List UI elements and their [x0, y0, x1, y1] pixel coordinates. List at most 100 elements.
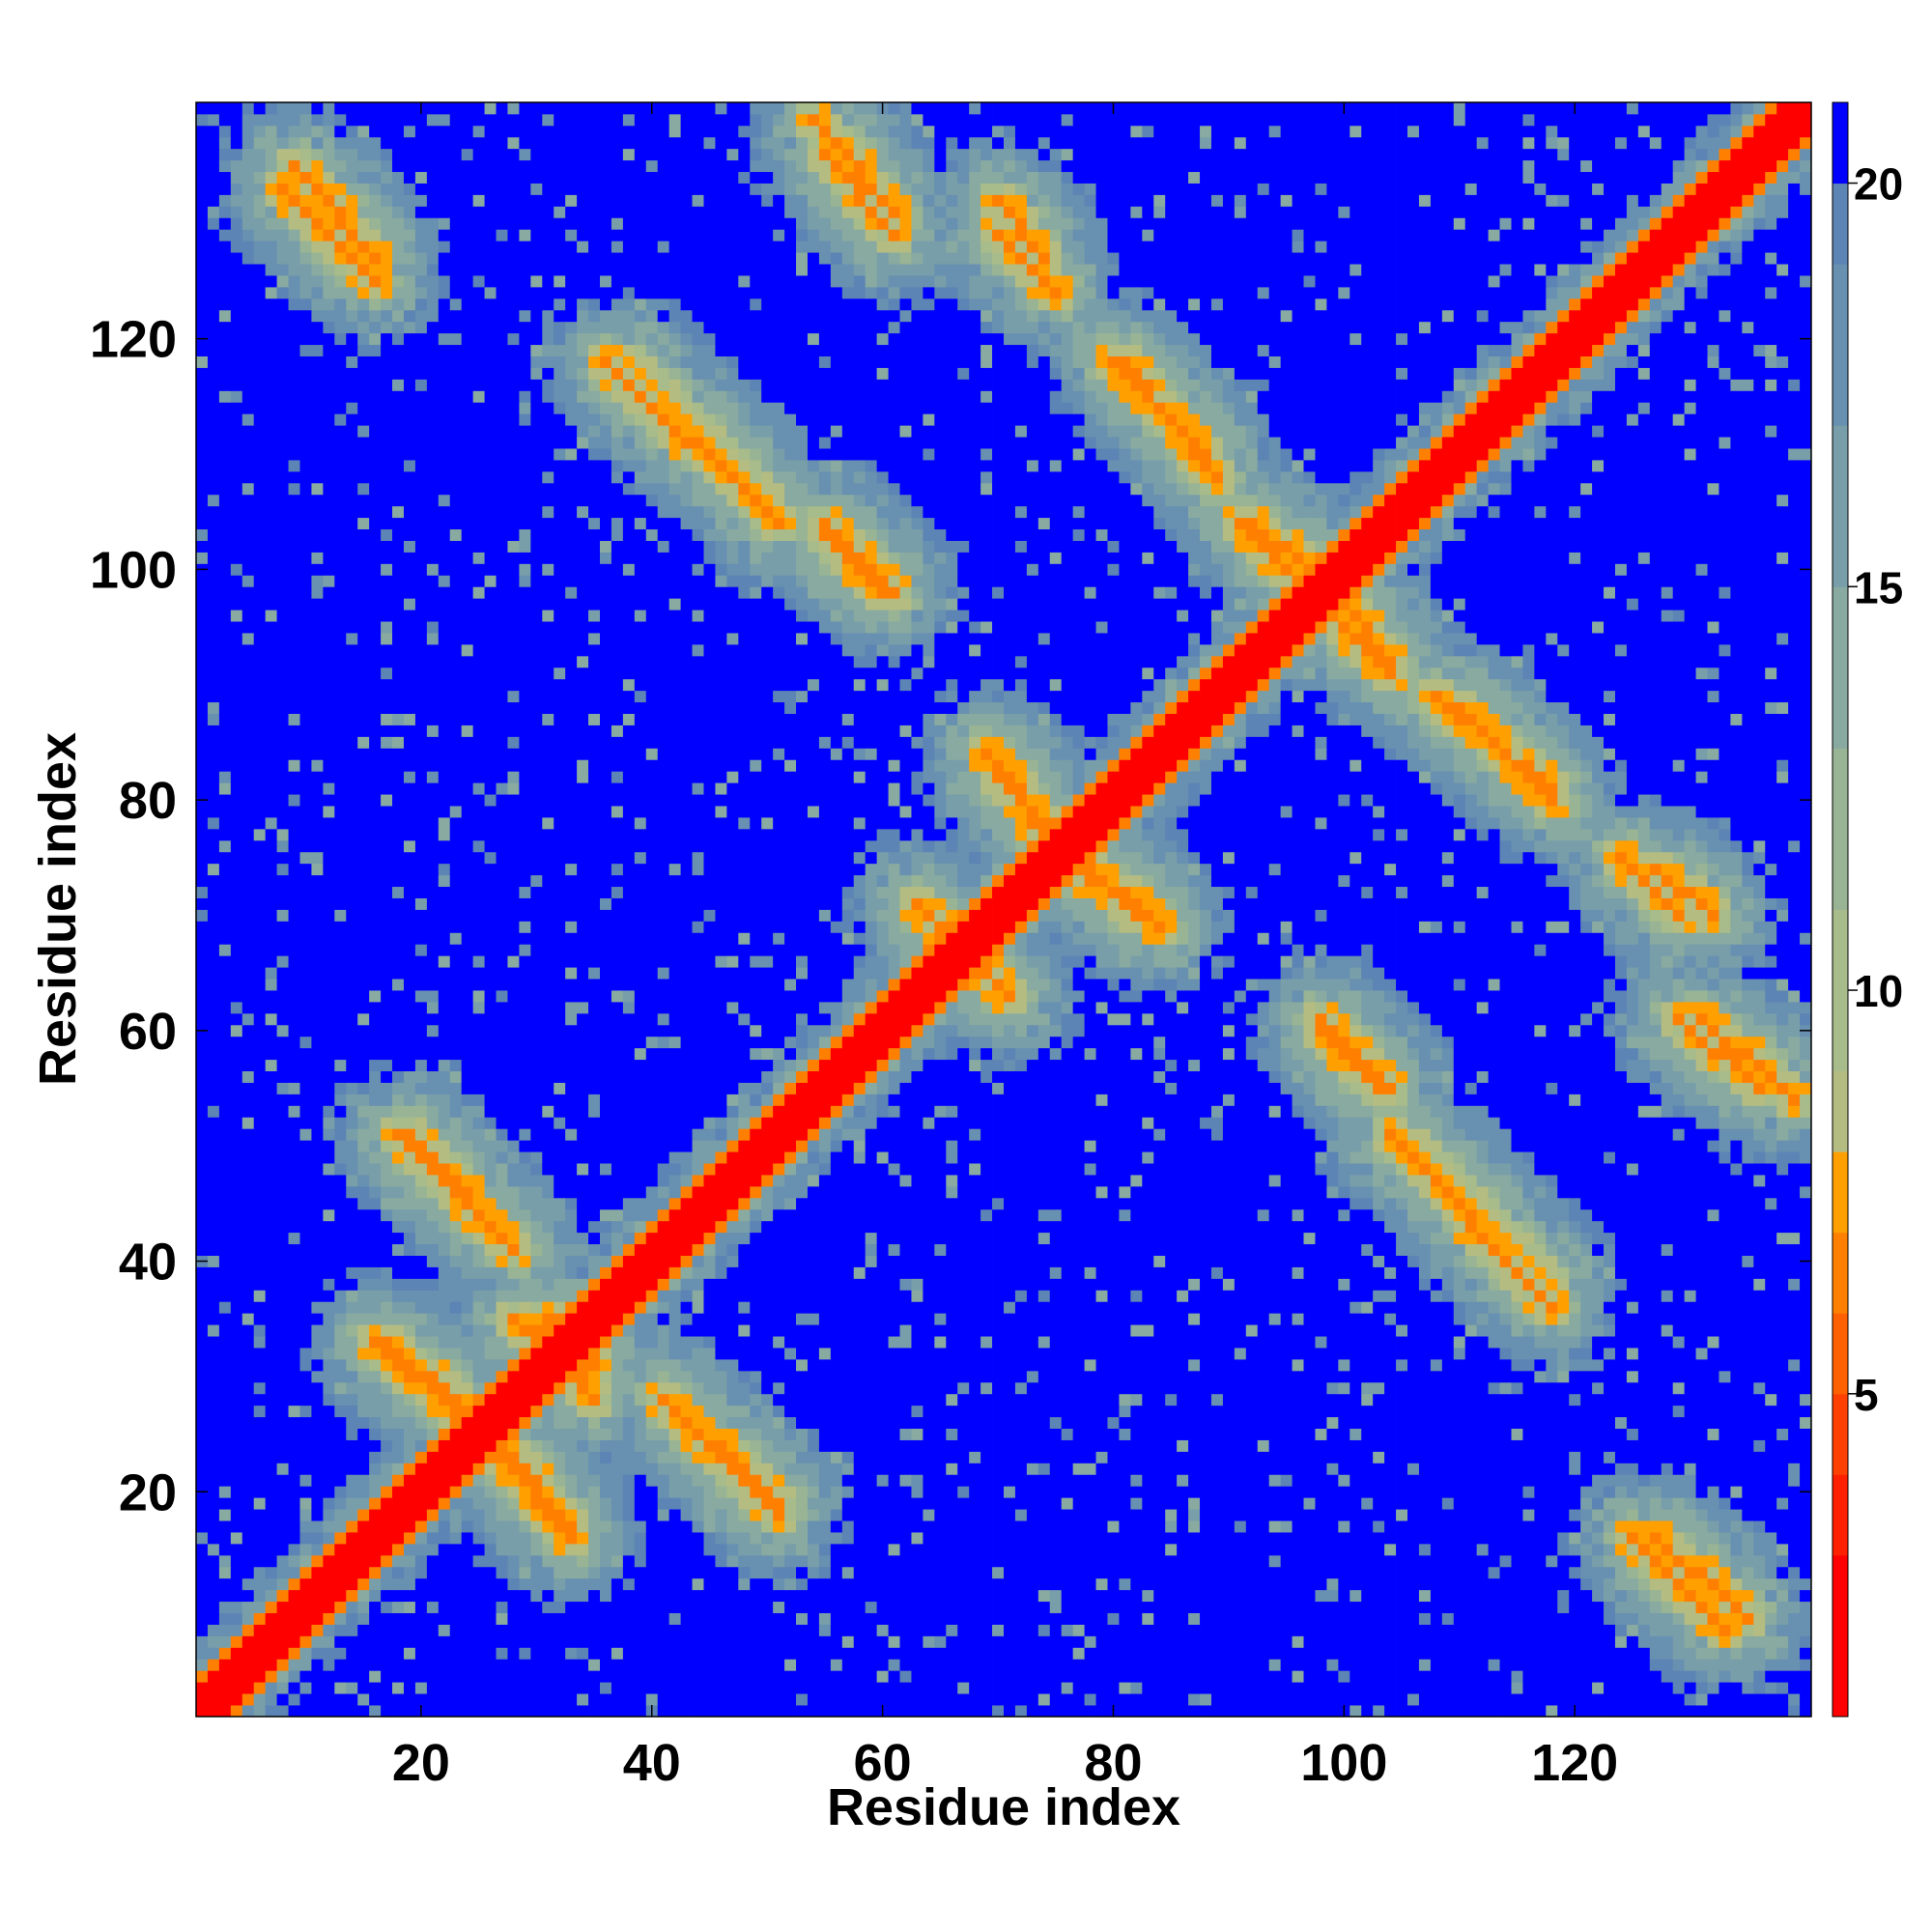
heatmap-cell [484, 1428, 497, 1440]
heatmap-cell [1303, 1313, 1316, 1325]
heatmap-cell [1396, 1393, 1408, 1406]
heatmap-cell [1315, 1451, 1327, 1463]
heatmap-cell [1407, 1520, 1420, 1533]
heatmap-cell [449, 1358, 463, 1372]
heatmap-cell [288, 1624, 300, 1636]
heatmap-cell [1430, 1543, 1443, 1556]
heatmap-cell [1707, 1532, 1719, 1545]
heatmap-cell [1672, 1474, 1686, 1487]
heatmap-cell [1142, 1554, 1154, 1568]
heatmap-cell [1800, 1405, 1812, 1418]
heatmap-cell [253, 1543, 267, 1556]
heatmap-cell [1315, 1370, 1327, 1383]
heatmap-cell [784, 1705, 797, 1718]
heatmap-cell [1026, 1405, 1039, 1418]
heatmap-cell [588, 1393, 601, 1406]
heatmap-cell [1580, 1358, 1593, 1372]
heatmap-cell [426, 1416, 440, 1430]
heatmap-cell [218, 1463, 232, 1475]
heatmap-cell [403, 1428, 416, 1440]
heatmap-cell [750, 1381, 762, 1395]
heatmap-cell [392, 1566, 405, 1579]
heatmap-cell [357, 1509, 370, 1521]
heatmap-cell [311, 1635, 324, 1648]
heatmap-cell [1441, 1601, 1455, 1613]
heatmap-cell [1165, 1451, 1178, 1463]
heatmap-cell [1464, 1693, 1478, 1706]
heatmap-cell [853, 1509, 867, 1521]
heatmap-cell [334, 1301, 347, 1314]
heatmap-cell [992, 1348, 1005, 1360]
heatmap-cell [1200, 1358, 1212, 1372]
heatmap-cell [911, 1405, 923, 1418]
heatmap-cell [1315, 1428, 1327, 1440]
heatmap-cell [1800, 1682, 1812, 1694]
heatmap-cell [1464, 1520, 1478, 1533]
heatmap-cell [1153, 1624, 1166, 1636]
heatmap-cell [230, 1705, 243, 1718]
heatmap-cell [369, 1520, 382, 1533]
heatmap-cell [253, 1670, 267, 1683]
heatmap-cell [1373, 1601, 1385, 1613]
heatmap-cell [1707, 1370, 1719, 1383]
heatmap-cell [622, 1381, 636, 1395]
heatmap-cell [1546, 1336, 1558, 1349]
heatmap-cell [600, 1497, 612, 1510]
heatmap-cell [1037, 1612, 1051, 1625]
heatmap-cell [1522, 1682, 1535, 1694]
heatmap-cell [1268, 1601, 1282, 1613]
heatmap-cell [1361, 1474, 1374, 1487]
heatmap-cell [1119, 1451, 1131, 1463]
heatmap-cell [311, 1381, 324, 1395]
heatmap-cell [703, 1635, 716, 1648]
heatmap-cell [761, 1336, 774, 1349]
heatmap-cell [1776, 1612, 1789, 1625]
heatmap-cell [1672, 1336, 1686, 1349]
heatmap-cell [1604, 1566, 1616, 1579]
heatmap-cell [1350, 1682, 1362, 1694]
heatmap-cell [1326, 1670, 1339, 1683]
heatmap-cell [888, 1532, 900, 1545]
heatmap-cell [657, 1348, 670, 1360]
heatmap-cell [645, 1589, 659, 1603]
heatmap-cell [657, 1439, 670, 1452]
heatmap-cell [1396, 1439, 1408, 1452]
heatmap-cell [888, 1486, 900, 1498]
heatmap-cell [542, 1324, 554, 1337]
heatmap-cell [530, 1624, 543, 1636]
heatmap-cell [841, 1358, 855, 1372]
heatmap-cell [1765, 1624, 1777, 1636]
heatmap-cell [1084, 1659, 1096, 1671]
heatmap-cell [242, 1370, 255, 1383]
heatmap-cell [761, 1428, 774, 1440]
heatmap-cell [577, 1543, 589, 1556]
heatmap-cell [750, 1554, 762, 1568]
heatmap-cell [1142, 1670, 1154, 1683]
heatmap-cell [265, 1381, 277, 1395]
heatmap-cell [530, 1589, 543, 1603]
heatmap-cell [692, 1601, 704, 1613]
heatmap-cell [1441, 1348, 1455, 1360]
heatmap-cell [414, 1647, 428, 1660]
heatmap-cell [554, 1416, 566, 1430]
heatmap-cell [1026, 1647, 1039, 1660]
heatmap-cell [1557, 1624, 1570, 1636]
heatmap-cell [1338, 1474, 1350, 1487]
heatmap-cell [242, 1301, 255, 1314]
heatmap-cell [1637, 1370, 1651, 1383]
heatmap-cell [1534, 1693, 1547, 1706]
heatmap-cell [1534, 1612, 1547, 1625]
heatmap-cell [496, 1451, 508, 1463]
heatmap-cell [1095, 1428, 1108, 1440]
heatmap-cell [1095, 1589, 1108, 1603]
heatmap-cell [1338, 1348, 1350, 1360]
heatmap-cell [853, 1601, 867, 1613]
heatmap-cell [899, 1497, 912, 1510]
heatmap-cell [288, 1509, 300, 1521]
heatmap-cell [588, 1416, 601, 1430]
heatmap-cell [392, 1670, 405, 1683]
heatmap-cell [611, 1612, 624, 1625]
heatmap-cell [542, 1474, 554, 1487]
heatmap-cell [715, 1509, 727, 1521]
heatmap-cell [577, 1336, 589, 1349]
